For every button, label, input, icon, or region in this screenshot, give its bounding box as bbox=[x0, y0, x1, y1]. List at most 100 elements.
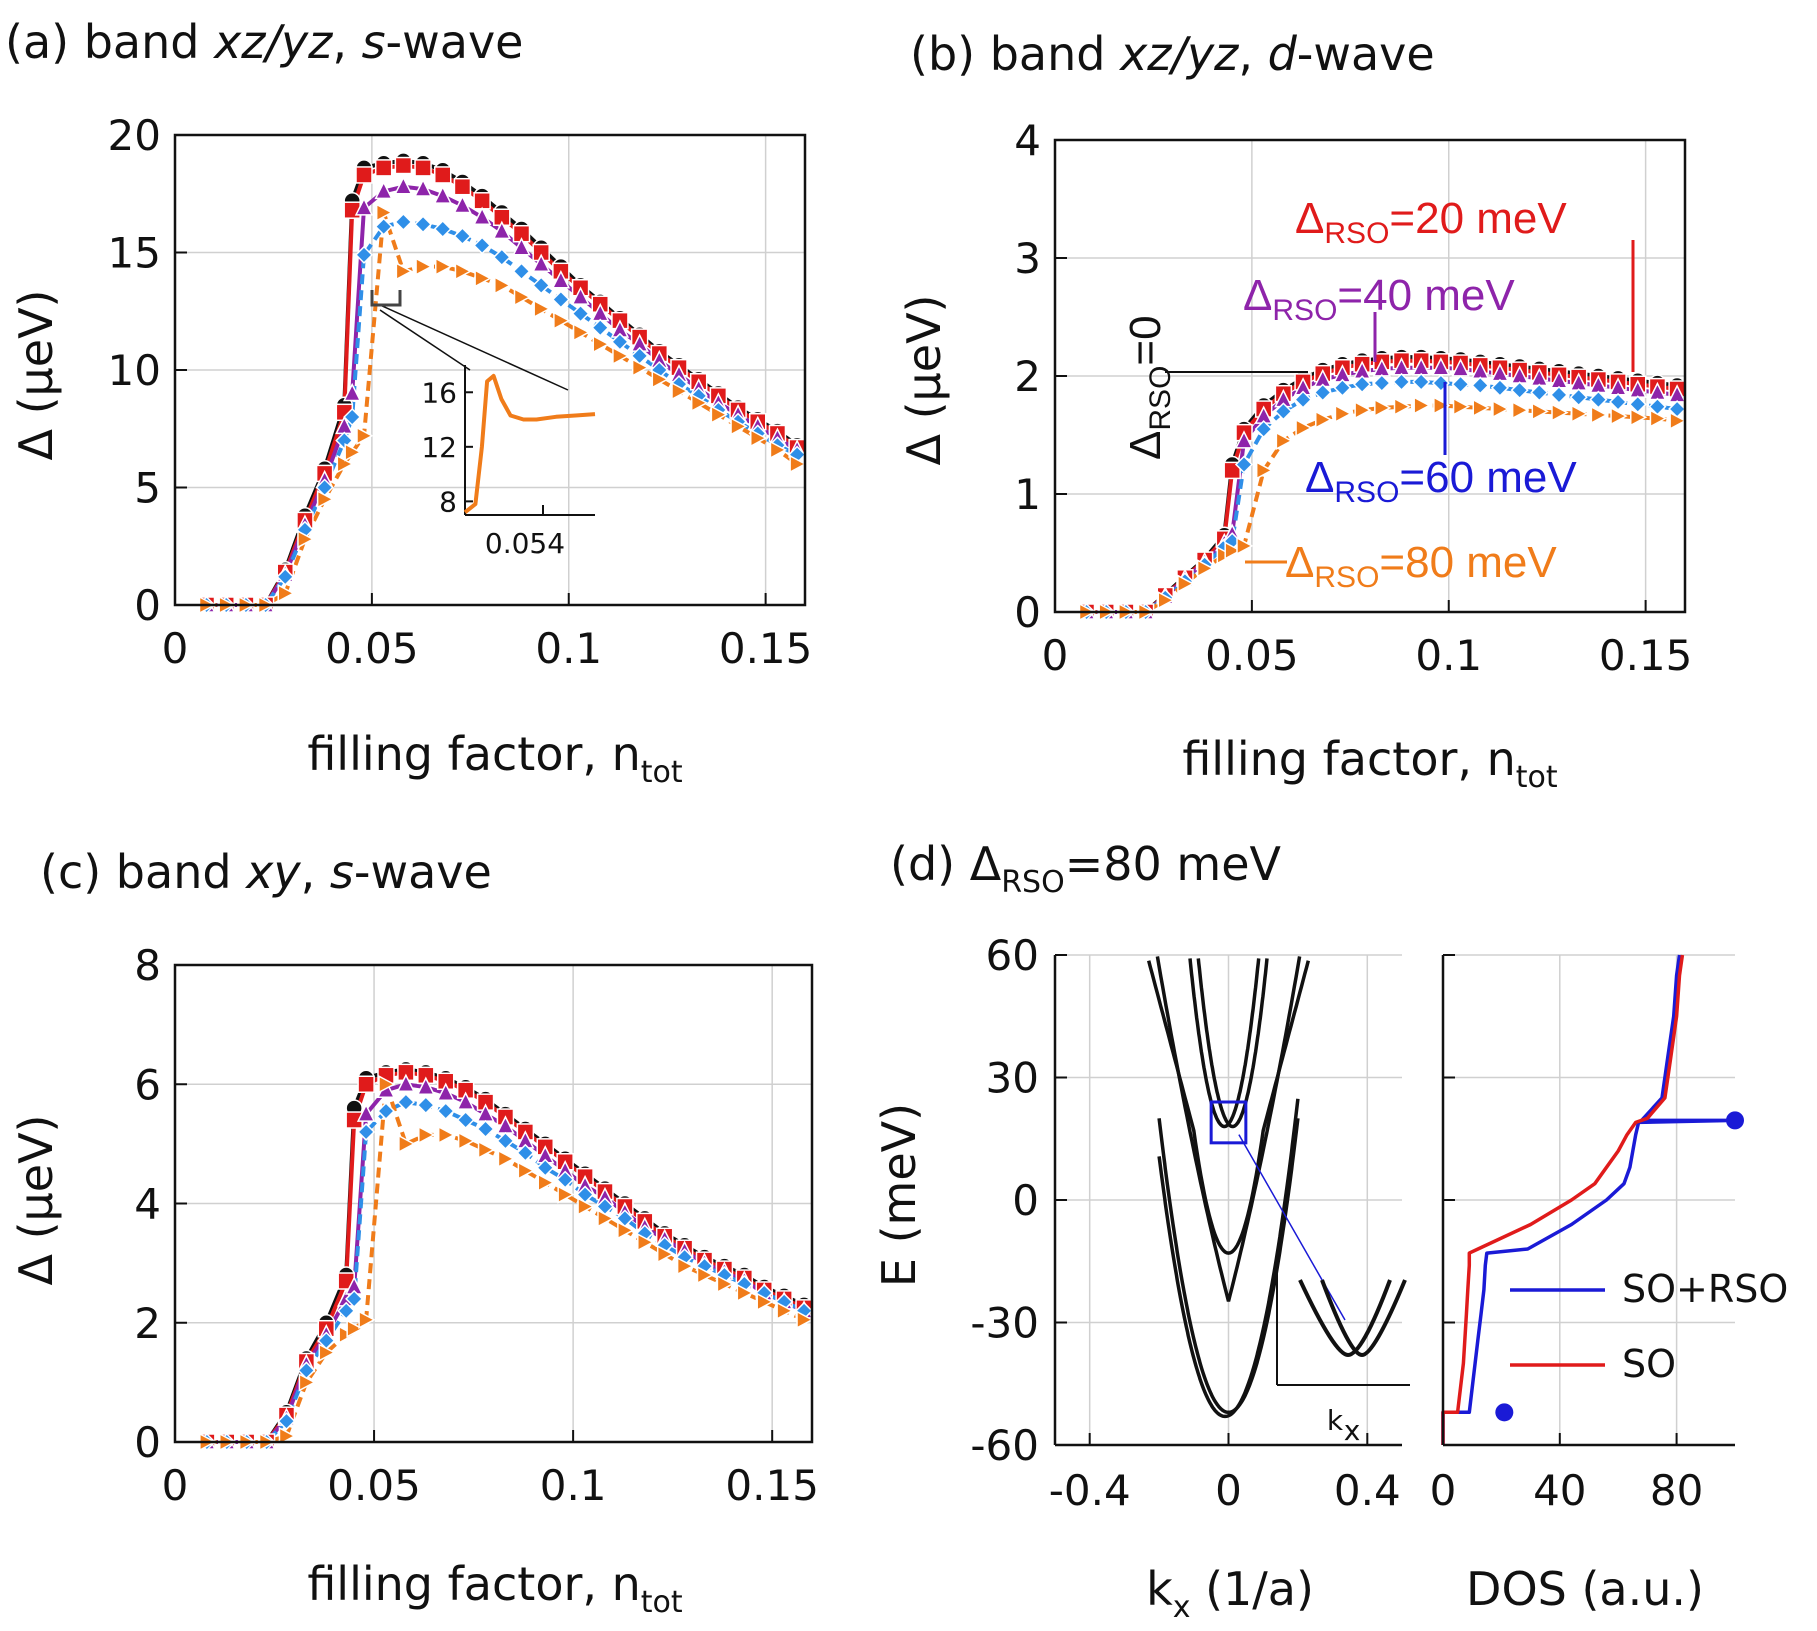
inset-ytick-label: 8 bbox=[439, 485, 457, 518]
panel-a-data-point bbox=[454, 262, 473, 281]
panel-c-series-line bbox=[206, 1100, 805, 1444]
panel-a-data-point bbox=[342, 382, 362, 402]
panel-b-data-point bbox=[1275, 431, 1293, 451]
panel-a-data-point bbox=[414, 159, 432, 177]
panel-a-inset: 8 12 16 0.054 bbox=[370, 290, 596, 560]
panel-c-data-point bbox=[398, 1134, 416, 1154]
panel-b-data-point bbox=[1254, 420, 1273, 439]
panel-b-data-point bbox=[1531, 402, 1549, 421]
panel-b-data-point bbox=[1354, 400, 1372, 420]
panel-a-data-point bbox=[374, 180, 393, 200]
panel-c-xtick-label: 0.05 bbox=[327, 1461, 421, 1510]
panel-b-data-point bbox=[1234, 430, 1254, 449]
panel-b-data-point bbox=[1471, 376, 1490, 395]
band-xtick-label: 0 bbox=[1215, 1466, 1242, 1515]
panel-b-data-point bbox=[1333, 378, 1352, 397]
panel-a-data-point bbox=[571, 304, 590, 323]
panel-b-ytick-label: 2 bbox=[1014, 352, 1041, 401]
panel-b-data-point bbox=[1630, 408, 1648, 427]
panel-c-data-point bbox=[736, 1283, 754, 1303]
panel-a-ytick-label: 15 bbox=[108, 229, 161, 278]
panel-c-data-point bbox=[676, 1256, 695, 1276]
panel-b-data-point bbox=[1157, 590, 1175, 610]
panel-b-data-point bbox=[1669, 411, 1687, 431]
panel-b-data-point bbox=[1609, 392, 1628, 412]
panel-c-data-point bbox=[716, 1274, 735, 1294]
band-structure-plot: -0.4 0 0.4 -60 -30 0 30 60 k x bbox=[970, 931, 1410, 1515]
panel-a-data-point bbox=[690, 393, 709, 413]
panel-a-data-point bbox=[335, 431, 354, 450]
panel-b-frame bbox=[1053, 138, 1687, 614]
panel-c-data-point bbox=[557, 1185, 575, 1204]
panel-d-dos-xlabel: DOS (a.u.) bbox=[1466, 1562, 1704, 1616]
panel-b-data-point bbox=[1472, 398, 1490, 418]
panel-a-data-point bbox=[355, 166, 373, 184]
panel-a-data-point bbox=[453, 177, 472, 196]
panel-a-data-point bbox=[473, 192, 491, 210]
panel-b-data-point bbox=[1589, 390, 1608, 409]
panel-c-data-point bbox=[497, 1149, 516, 1169]
panel-c-data-point bbox=[476, 1119, 495, 1139]
band-ytick-label: 0 bbox=[1012, 1176, 1039, 1225]
dos-series-line bbox=[1441, 954, 1685, 1445]
dos-xtick-label: 0 bbox=[1430, 1466, 1457, 1515]
panel-a-data-point bbox=[473, 236, 492, 255]
panel-a-data-point bbox=[512, 237, 531, 256]
panel-c-data-point bbox=[656, 1244, 675, 1264]
panel-c-data-point bbox=[357, 1122, 376, 1142]
dos-plot: 0 40 80 SO+RSO SO bbox=[1430, 954, 1788, 1515]
panel-b-data-point bbox=[1433, 396, 1451, 415]
panel-b-data-point bbox=[1177, 574, 1195, 593]
panel-a-data-point bbox=[472, 206, 492, 225]
panel-b-data-point bbox=[1393, 397, 1412, 416]
panel-c-data-point bbox=[278, 1426, 297, 1446]
panel-c-ytick-label: 2 bbox=[134, 1299, 161, 1348]
panel-a-data-point bbox=[374, 217, 393, 236]
panel-a-title: (a) band xz/yz, s-wave bbox=[5, 15, 523, 69]
panel-b-data-point bbox=[1196, 559, 1215, 578]
band-curve bbox=[1157, 1098, 1300, 1419]
panel-a-data-point bbox=[572, 323, 591, 342]
panel-c-data-point bbox=[277, 1412, 296, 1431]
panel-a-data-point bbox=[532, 276, 551, 295]
panel-a-data-point bbox=[395, 262, 413, 281]
dos-xtick-label: 40 bbox=[1533, 1466, 1586, 1515]
panel-c-data-point bbox=[358, 1310, 376, 1330]
panel-a-data-point bbox=[553, 311, 571, 330]
panel-a-ytick-label: 5 bbox=[134, 464, 161, 513]
panel-a-data-point bbox=[413, 178, 433, 197]
panel-a-data-point bbox=[434, 166, 452, 184]
panel-a-data-point bbox=[631, 358, 650, 377]
panel-b-data-point bbox=[1551, 403, 1569, 422]
panel-c-data-point bbox=[298, 1373, 316, 1392]
panel-a-data-point bbox=[453, 194, 472, 214]
panel-b-data-point bbox=[1315, 410, 1333, 429]
panel-b-xtick-label: 0.1 bbox=[1415, 631, 1482, 680]
panel-b-data-point bbox=[1274, 402, 1293, 421]
panel-a-data-point bbox=[343, 407, 362, 427]
band-ytick-label: -30 bbox=[970, 1299, 1039, 1348]
panel-b-data-point bbox=[1549, 385, 1569, 404]
panel-b-data-point bbox=[1313, 383, 1332, 402]
panel-c-data-point bbox=[456, 1091, 475, 1110]
panel-b-data-point bbox=[1236, 536, 1254, 556]
panel-a-data-point bbox=[394, 176, 413, 195]
band-inset-xlabel-sub: x bbox=[1344, 1414, 1361, 1447]
panel-c-ylabel: Δ (μeV) bbox=[9, 1114, 63, 1285]
annotation-drso-60: ΔRSO=60 meV bbox=[1305, 382, 1577, 509]
panel-b-ytick-label: 3 bbox=[1014, 234, 1041, 283]
panel-a-data-point bbox=[730, 417, 748, 436]
panel-c: (c) band xy, s-wave 0 0.05 0.1 0.15 0 2 4 6 8 fi… bbox=[9, 845, 819, 1620]
band-curve bbox=[1188, 958, 1261, 1129]
panel-b-data-point bbox=[1590, 405, 1608, 425]
annotation-drso-20-text: ΔRSO=20 meV bbox=[1295, 194, 1567, 250]
annotation-drso-60-text: ΔRSO=60 meV bbox=[1305, 453, 1577, 509]
dos-marker bbox=[1726, 1111, 1744, 1130]
panel-c-xtick-label: 0 bbox=[162, 1461, 189, 1510]
panel-a-data-point bbox=[474, 269, 492, 288]
annotation-drso-40: ΔRSO=40 meV bbox=[1243, 271, 1515, 362]
panel-b-data-point bbox=[1451, 375, 1470, 394]
panel-a-data-point bbox=[591, 318, 610, 337]
panel-a-ylabel: Δ (μeV) bbox=[9, 289, 63, 460]
panel-b-data-point bbox=[1492, 399, 1510, 419]
